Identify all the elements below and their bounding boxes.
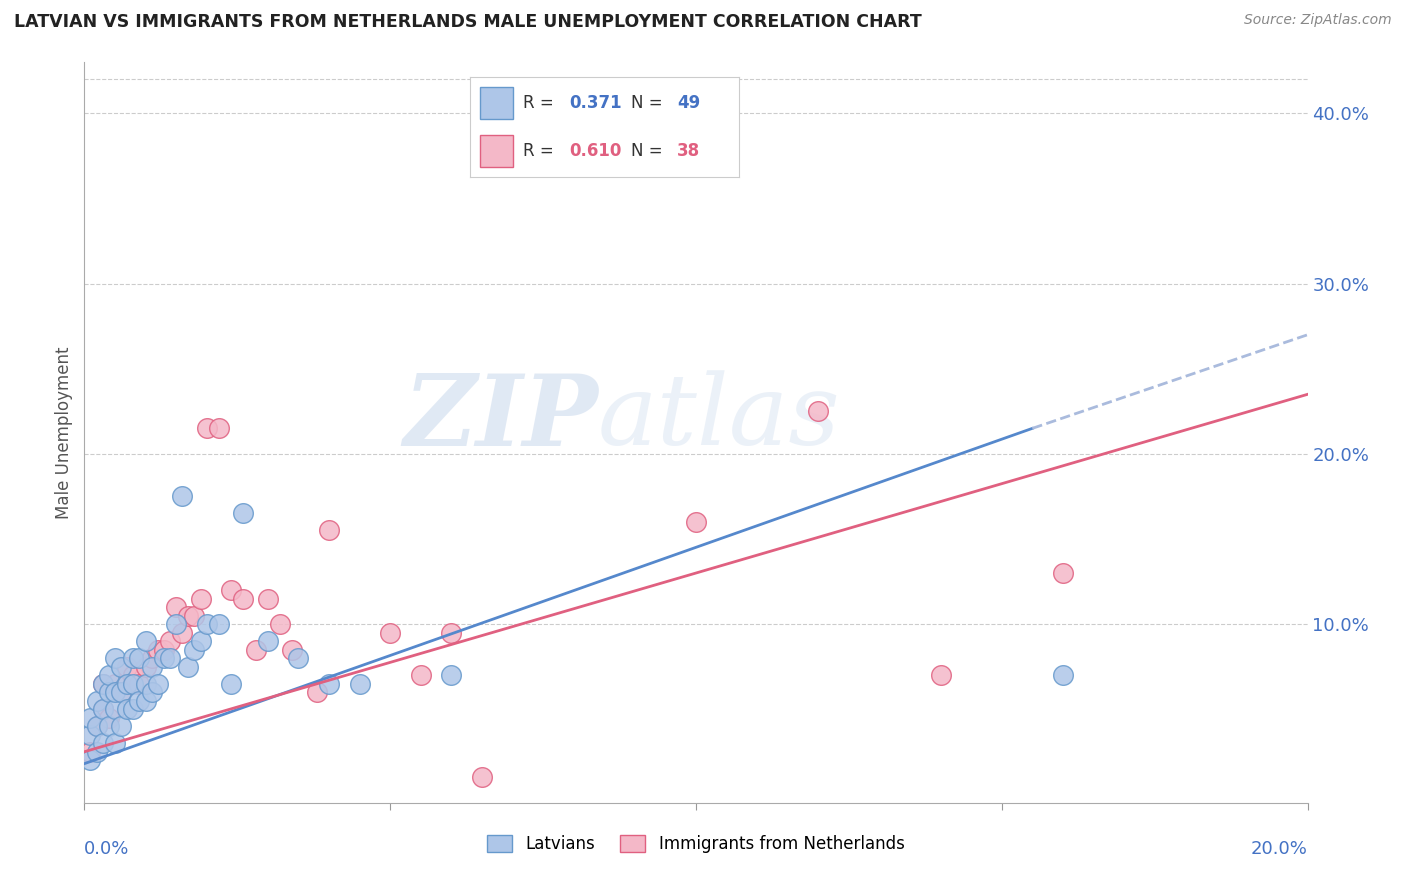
Point xyxy=(380,625,402,640)
Point xyxy=(97,685,120,699)
Point xyxy=(257,634,280,648)
Point xyxy=(287,651,309,665)
Point xyxy=(190,591,212,606)
Point xyxy=(208,617,231,632)
Point xyxy=(195,617,218,632)
Point xyxy=(110,685,132,699)
Point xyxy=(146,676,169,690)
Point xyxy=(305,685,328,699)
Point xyxy=(165,600,187,615)
Point xyxy=(440,625,463,640)
Point xyxy=(177,608,200,623)
Point xyxy=(183,608,205,623)
Point xyxy=(122,651,145,665)
Point xyxy=(257,591,280,606)
Point xyxy=(172,625,194,640)
Point xyxy=(128,694,150,708)
Point xyxy=(190,634,212,648)
Point xyxy=(128,651,150,665)
Point xyxy=(245,642,267,657)
Point xyxy=(440,668,463,682)
Point xyxy=(79,728,101,742)
Point xyxy=(153,651,176,665)
Point xyxy=(91,702,114,716)
Point xyxy=(122,668,145,682)
Y-axis label: Male Unemployment: Male Unemployment xyxy=(55,346,73,519)
Point xyxy=(115,702,138,716)
Point xyxy=(104,702,127,716)
Point xyxy=(86,694,108,708)
Point xyxy=(110,719,132,733)
Point xyxy=(165,617,187,632)
Point xyxy=(122,702,145,716)
Point xyxy=(86,719,108,733)
Point xyxy=(115,676,138,690)
Point xyxy=(135,659,157,673)
Point xyxy=(141,659,163,673)
Point xyxy=(97,719,120,733)
Point xyxy=(104,651,127,665)
Point xyxy=(91,702,114,716)
Point xyxy=(97,668,120,682)
Point xyxy=(86,745,108,759)
Point xyxy=(195,421,218,435)
Point xyxy=(122,676,145,690)
Text: Source: ZipAtlas.com: Source: ZipAtlas.com xyxy=(1244,13,1392,28)
Legend: Latvians, Immigrants from Netherlands: Latvians, Immigrants from Netherlands xyxy=(479,826,912,861)
Point xyxy=(153,642,176,657)
Point xyxy=(318,524,340,538)
Point xyxy=(929,668,952,682)
Point xyxy=(219,582,242,597)
Point xyxy=(115,659,138,673)
Point xyxy=(97,711,120,725)
Point xyxy=(471,770,494,784)
Text: 20.0%: 20.0% xyxy=(1251,840,1308,858)
Point xyxy=(232,591,254,606)
Point xyxy=(91,736,114,750)
Point xyxy=(135,634,157,648)
Point xyxy=(177,659,200,673)
Point xyxy=(685,515,707,529)
Point xyxy=(232,507,254,521)
Point xyxy=(141,685,163,699)
Point xyxy=(79,711,101,725)
Point xyxy=(159,634,181,648)
Point xyxy=(110,659,132,673)
Point xyxy=(104,736,127,750)
Point xyxy=(104,676,127,690)
Point xyxy=(807,404,830,418)
Point xyxy=(79,753,101,767)
Point xyxy=(318,676,340,690)
Point xyxy=(159,651,181,665)
Point xyxy=(281,642,304,657)
Point xyxy=(91,676,114,690)
Point xyxy=(1052,566,1074,580)
Point xyxy=(269,617,291,632)
Text: 0.0%: 0.0% xyxy=(84,840,129,858)
Point xyxy=(219,676,242,690)
Point xyxy=(409,668,432,682)
Point xyxy=(183,642,205,657)
Point xyxy=(91,676,114,690)
Text: ZIP: ZIP xyxy=(404,369,598,466)
Point xyxy=(172,490,194,504)
Point xyxy=(86,719,108,733)
Point xyxy=(110,685,132,699)
Point xyxy=(104,685,127,699)
Point xyxy=(208,421,231,435)
Point xyxy=(146,642,169,657)
Point xyxy=(135,676,157,690)
Point xyxy=(141,651,163,665)
Point xyxy=(128,676,150,690)
Point xyxy=(135,694,157,708)
Point xyxy=(349,676,371,690)
Point xyxy=(1052,668,1074,682)
Text: LATVIAN VS IMMIGRANTS FROM NETHERLANDS MALE UNEMPLOYMENT CORRELATION CHART: LATVIAN VS IMMIGRANTS FROM NETHERLANDS M… xyxy=(14,13,922,31)
Point xyxy=(79,745,101,759)
Text: atlas: atlas xyxy=(598,370,841,466)
